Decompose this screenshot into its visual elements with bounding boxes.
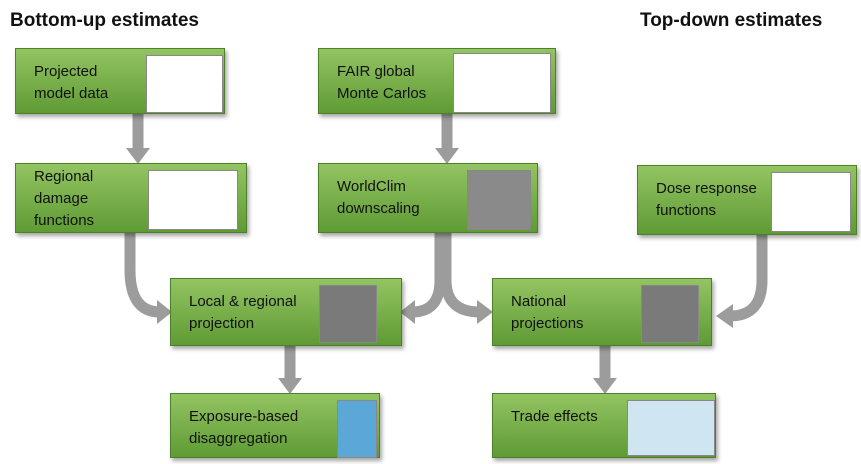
thumbnail	[467, 170, 531, 230]
label-line: projection	[189, 315, 255, 332]
label-line: downscaling	[337, 200, 420, 217]
node: WorldClim downscaling	[318, 163, 538, 233]
node-label: Local & regional projection	[189, 291, 297, 335]
thumbnail	[453, 53, 551, 113]
thumbnail	[146, 55, 223, 113]
label-line: functions	[34, 212, 95, 229]
header-left: Bottom-up estimates	[10, 10, 199, 31]
label-line: Exposure-based	[189, 408, 299, 425]
node: National projections	[492, 278, 712, 346]
label-line: disaggregation	[189, 430, 288, 447]
label-line: Regional	[34, 168, 94, 185]
thumbnail	[627, 400, 715, 456]
label-line: damage	[34, 190, 89, 207]
label-line: Dose response	[656, 180, 757, 197]
thumbnail	[771, 172, 851, 232]
node-label: Trade effects	[511, 406, 598, 428]
node-label: National projections	[511, 291, 584, 335]
label-line: projections	[511, 315, 584, 332]
node-label: Projected model data	[34, 61, 108, 105]
node: FAIR global Monte Carlos	[318, 48, 556, 114]
label-line: WorldClim	[337, 178, 406, 195]
thumbnail	[641, 285, 699, 343]
thumbnail	[319, 285, 377, 343]
node: Exposure-based disaggregation	[170, 393, 380, 458]
label-line: Projected	[34, 63, 98, 80]
node-label: Dose response functions	[656, 178, 757, 222]
node-label: Exposure-based disaggregation	[189, 406, 298, 450]
label-line: functions	[656, 202, 717, 219]
label-line: Monte Carlos	[337, 85, 427, 102]
node-label: Regional damage functions	[34, 166, 94, 232]
node: Regional damage functions	[15, 163, 247, 233]
thumbnail	[337, 400, 377, 458]
thumbnail	[148, 170, 238, 230]
header-right: Top-down estimates	[640, 10, 823, 31]
label-line: Trade effects	[511, 408, 598, 425]
node: Dose response functions	[637, 165, 857, 235]
node: Trade effects	[492, 393, 716, 458]
label-line: FAIR global	[337, 63, 415, 80]
node: Local & regional projection	[170, 278, 402, 346]
node-label: FAIR global Monte Carlos	[337, 61, 426, 105]
node: Projected model data	[15, 48, 225, 114]
label-line: model data	[34, 85, 109, 102]
node-label: WorldClim downscaling	[337, 176, 420, 220]
label-line: National	[511, 293, 567, 310]
label-line: Local & regional	[189, 293, 297, 310]
